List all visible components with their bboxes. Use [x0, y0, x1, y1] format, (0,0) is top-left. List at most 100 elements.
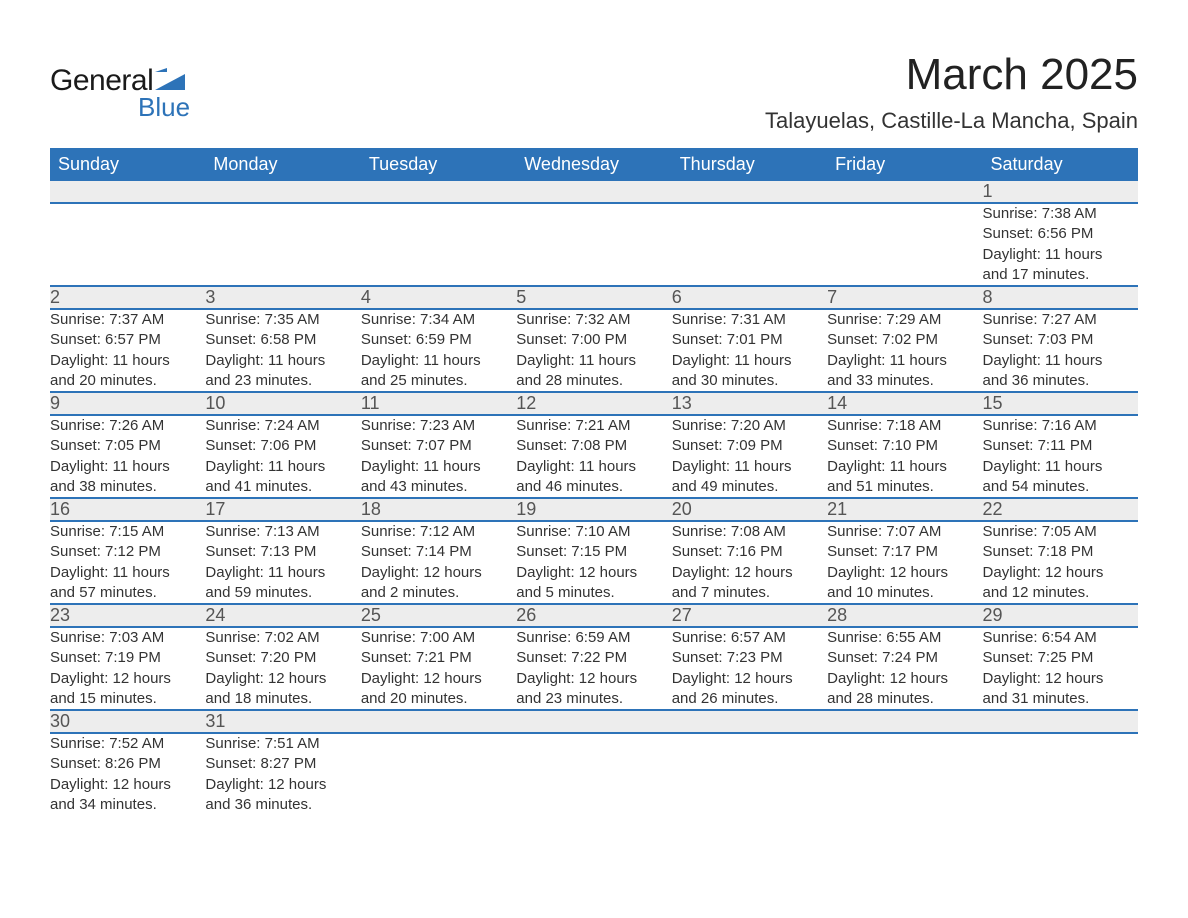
day-number-cell [672, 710, 827, 733]
day-sunset: Sunset: 7:24 PM [827, 648, 982, 668]
day-day1: Daylight: 11 hours [983, 457, 1138, 477]
day-day2: and 41 minutes. [205, 477, 360, 497]
day-sunrise: Sunrise: 7:34 AM [361, 310, 516, 330]
day-day2: and 31 minutes. [983, 689, 1138, 709]
week-detail-row: Sunrise: 7:38 AMSunset: 6:56 PMDaylight:… [50, 203, 1138, 286]
day-number: 22 [983, 499, 1003, 519]
day-day2: and 23 minutes. [205, 371, 360, 391]
week-detail-row: Sunrise: 7:15 AMSunset: 7:12 PMDaylight:… [50, 521, 1138, 604]
day-sunrise: Sunrise: 7:15 AM [50, 522, 205, 542]
day-sunset: Sunset: 7:15 PM [516, 542, 671, 562]
day-sunset: Sunset: 8:27 PM [205, 754, 360, 774]
day-number-cell: 22 [983, 498, 1138, 521]
day-sunrise: Sunrise: 7:03 AM [50, 628, 205, 648]
day-number: 14 [827, 393, 847, 413]
day-sunrise: Sunrise: 6:59 AM [516, 628, 671, 648]
day-sunset: Sunset: 7:05 PM [50, 436, 205, 456]
day-day2: and 5 minutes. [516, 583, 671, 603]
day-day1: Daylight: 12 hours [672, 669, 827, 689]
day-detail-cell: Sunrise: 7:52 AMSunset: 8:26 PMDaylight:… [50, 733, 205, 815]
day-number-cell: 16 [50, 498, 205, 521]
day-number: 29 [983, 605, 1003, 625]
day-number-cell [516, 181, 671, 203]
day-number-cell: 12 [516, 392, 671, 415]
day-day1: Daylight: 12 hours [50, 669, 205, 689]
day-sunset: Sunset: 7:06 PM [205, 436, 360, 456]
day-detail-cell: Sunrise: 7:29 AMSunset: 7:02 PMDaylight:… [827, 309, 982, 392]
week-detail-row: Sunrise: 7:52 AMSunset: 8:26 PMDaylight:… [50, 733, 1138, 815]
day-sunrise: Sunrise: 7:13 AM [205, 522, 360, 542]
day-sunset: Sunset: 7:10 PM [827, 436, 982, 456]
day-day2: and 18 minutes. [205, 689, 360, 709]
day-day1: Daylight: 11 hours [205, 457, 360, 477]
day-day1: Daylight: 11 hours [672, 457, 827, 477]
day-number-cell: 4 [361, 286, 516, 309]
day-number-cell: 31 [205, 710, 360, 733]
day-day2: and 28 minutes. [516, 371, 671, 391]
logo-icon [155, 68, 185, 95]
day-header-row: Sunday Monday Tuesday Wednesday Thursday… [50, 148, 1138, 181]
day-day2: and 20 minutes. [50, 371, 205, 391]
day-sunrise: Sunrise: 7:26 AM [50, 416, 205, 436]
day-day1: Daylight: 12 hours [516, 563, 671, 583]
day-sunset: Sunset: 7:01 PM [672, 330, 827, 350]
day-header: Saturday [983, 148, 1138, 181]
day-number: 4 [361, 287, 371, 307]
day-detail-cell: Sunrise: 7:32 AMSunset: 7:00 PMDaylight:… [516, 309, 671, 392]
day-day1: Daylight: 12 hours [827, 563, 982, 583]
day-sunrise: Sunrise: 7:38 AM [983, 204, 1138, 224]
day-sunset: Sunset: 7:20 PM [205, 648, 360, 668]
day-detail-cell: Sunrise: 7:12 AMSunset: 7:14 PMDaylight:… [361, 521, 516, 604]
day-detail-cell: Sunrise: 7:07 AMSunset: 7:17 PMDaylight:… [827, 521, 982, 604]
day-number-cell: 24 [205, 604, 360, 627]
day-header: Sunday [50, 148, 205, 181]
day-sunrise: Sunrise: 7:10 AM [516, 522, 671, 542]
day-sunset: Sunset: 7:11 PM [983, 436, 1138, 456]
day-sunset: Sunset: 7:07 PM [361, 436, 516, 456]
day-sunset: Sunset: 7:13 PM [205, 542, 360, 562]
day-number: 5 [516, 287, 526, 307]
day-detail-cell: Sunrise: 6:57 AMSunset: 7:23 PMDaylight:… [672, 627, 827, 710]
day-day1: Daylight: 12 hours [361, 669, 516, 689]
day-sunrise: Sunrise: 7:20 AM [672, 416, 827, 436]
day-day1: Daylight: 12 hours [361, 563, 516, 583]
day-number-cell: 7 [827, 286, 982, 309]
day-day2: and 26 minutes. [672, 689, 827, 709]
day-sunset: Sunset: 7:25 PM [983, 648, 1138, 668]
day-sunrise: Sunrise: 7:18 AM [827, 416, 982, 436]
day-day1: Daylight: 12 hours [205, 775, 360, 795]
day-sunset: Sunset: 8:26 PM [50, 754, 205, 774]
day-day1: Daylight: 11 hours [50, 563, 205, 583]
day-detail-cell: Sunrise: 7:03 AMSunset: 7:19 PMDaylight:… [50, 627, 205, 710]
day-sunrise: Sunrise: 7:23 AM [361, 416, 516, 436]
day-number-cell: 3 [205, 286, 360, 309]
day-sunset: Sunset: 7:16 PM [672, 542, 827, 562]
day-detail-cell: Sunrise: 7:08 AMSunset: 7:16 PMDaylight:… [672, 521, 827, 604]
day-sunrise: Sunrise: 7:31 AM [672, 310, 827, 330]
day-number: 30 [50, 711, 70, 731]
week-detail-row: Sunrise: 7:26 AMSunset: 7:05 PMDaylight:… [50, 415, 1138, 498]
day-number: 16 [50, 499, 70, 519]
day-day1: Daylight: 12 hours [672, 563, 827, 583]
day-day2: and 7 minutes. [672, 583, 827, 603]
day-detail-cell: Sunrise: 7:05 AMSunset: 7:18 PMDaylight:… [983, 521, 1138, 604]
day-number-cell: 1 [983, 181, 1138, 203]
day-number-cell: 14 [827, 392, 982, 415]
day-number: 31 [205, 711, 225, 731]
day-detail-cell [361, 203, 516, 286]
day-day1: Daylight: 12 hours [50, 775, 205, 795]
day-day1: Daylight: 11 hours [516, 351, 671, 371]
day-number: 17 [205, 499, 225, 519]
day-number-cell: 20 [672, 498, 827, 521]
day-detail-cell [516, 733, 671, 815]
week-detail-row: Sunrise: 7:03 AMSunset: 7:19 PMDaylight:… [50, 627, 1138, 710]
day-number-cell: 10 [205, 392, 360, 415]
day-detail-cell [50, 203, 205, 286]
day-number: 1 [983, 181, 993, 201]
day-day2: and 33 minutes. [827, 371, 982, 391]
day-sunset: Sunset: 7:21 PM [361, 648, 516, 668]
day-number-cell [983, 710, 1138, 733]
day-sunset: Sunset: 7:14 PM [361, 542, 516, 562]
day-sunrise: Sunrise: 7:12 AM [361, 522, 516, 542]
day-detail-cell: Sunrise: 7:00 AMSunset: 7:21 PMDaylight:… [361, 627, 516, 710]
